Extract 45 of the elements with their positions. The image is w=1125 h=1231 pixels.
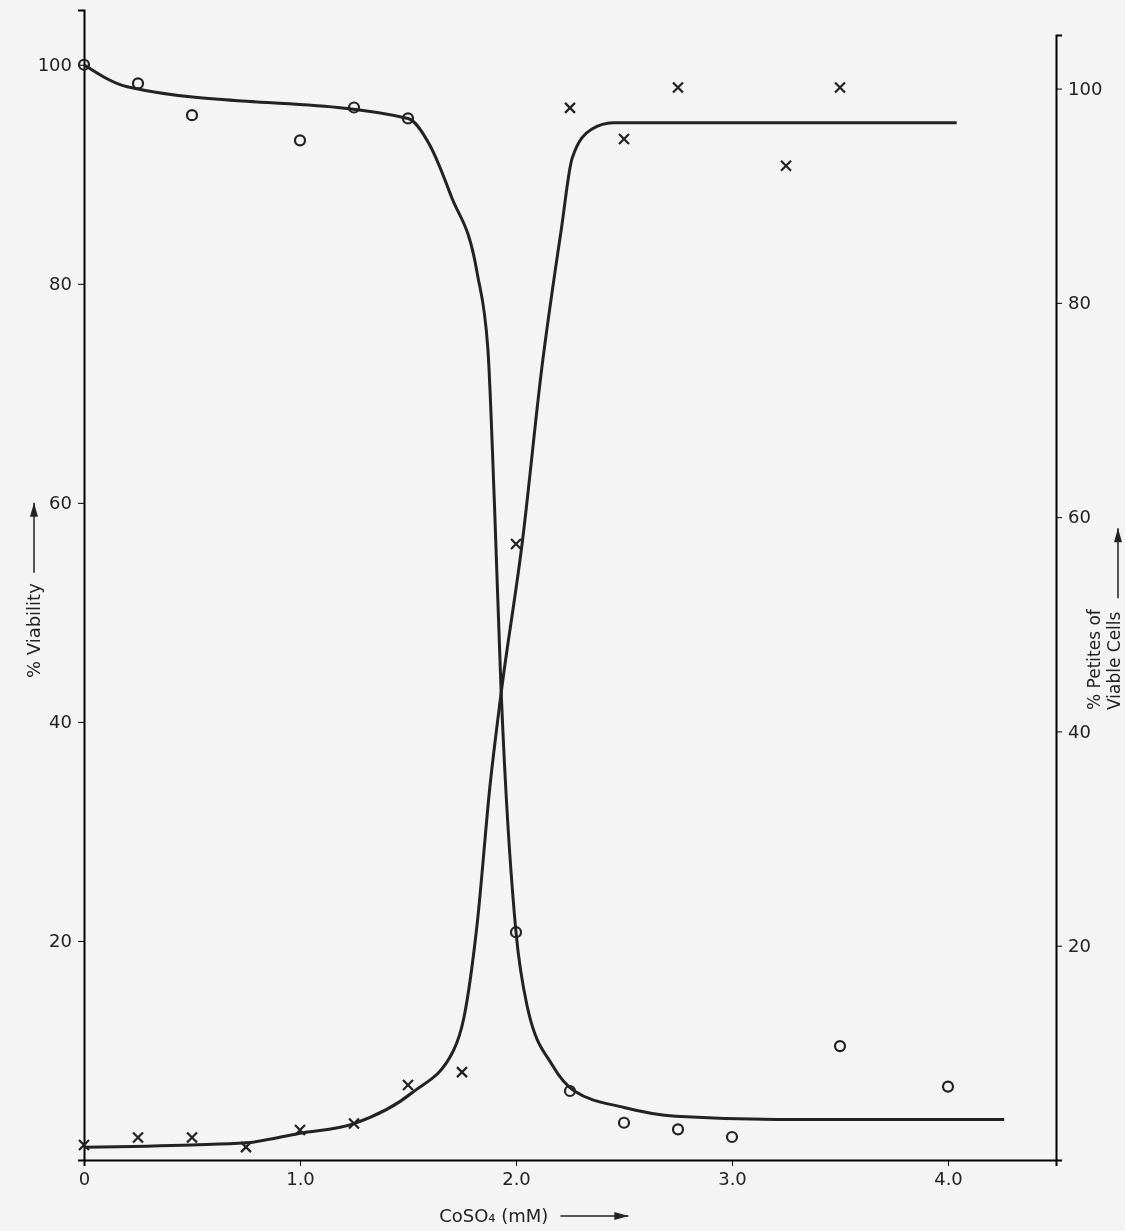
y-tick-label: 40 — [49, 711, 72, 733]
y2-tick-label: 100 — [1068, 77, 1103, 99]
point — [131, 77, 145, 90]
y-tick-label: 100 — [37, 54, 72, 76]
point — [617, 1116, 631, 1129]
point — [671, 81, 685, 94]
point — [941, 1080, 955, 1093]
point — [185, 109, 199, 122]
y2-tick-label: 60 — [1068, 506, 1091, 528]
y-tick-label: 80 — [49, 273, 72, 295]
point — [401, 1078, 415, 1092]
point — [617, 132, 631, 146]
point — [77, 1138, 91, 1152]
y2-tick-label: 80 — [1068, 292, 1091, 314]
x-tick-label: 3.0 — [718, 1167, 747, 1189]
y2-tick-label: 40 — [1068, 720, 1091, 742]
point — [779, 159, 793, 172]
x-tick-label: 0 — [78, 1167, 91, 1189]
point — [563, 1084, 577, 1098]
x-tick-label: 2.0 — [502, 1167, 531, 1189]
point — [77, 58, 91, 71]
x-tick-label: 4.0 — [934, 1167, 963, 1189]
point — [671, 1123, 685, 1136]
x-axis-title: CoSO₄ (mM) — [439, 1205, 549, 1226]
x-tick-label: 1.0 — [286, 1167, 315, 1189]
point — [239, 1141, 253, 1154]
point — [185, 1131, 199, 1144]
point — [725, 1130, 739, 1144]
y2-tick-label: 20 — [1068, 934, 1091, 956]
y-tick-label: 20 — [49, 930, 72, 952]
point — [293, 134, 307, 147]
y2-axis-title: % Petites of Viable Cells — [1084, 608, 1124, 710]
y-axis-title: % Viability — [23, 582, 44, 679]
point — [509, 537, 523, 551]
point — [347, 101, 361, 114]
point — [563, 101, 577, 114]
point — [833, 1040, 847, 1053]
y-tick-label: 60 — [49, 492, 72, 514]
point — [455, 1066, 469, 1079]
point — [833, 81, 847, 94]
point — [347, 1117, 361, 1130]
point — [509, 926, 523, 939]
point — [131, 1131, 145, 1144]
point — [293, 1123, 307, 1137]
point — [401, 112, 415, 125]
